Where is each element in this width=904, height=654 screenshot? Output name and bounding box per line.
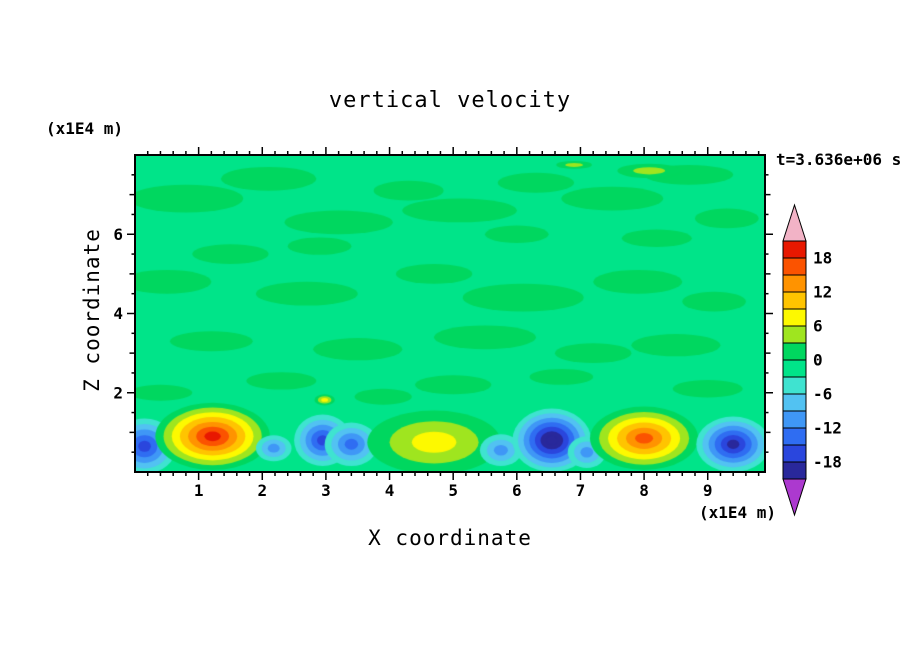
svg-text:7: 7 xyxy=(576,481,586,500)
svg-text:-12: -12 xyxy=(813,419,842,438)
colorbar: 18 12 6 0 -6 -12 -18 xyxy=(782,203,842,517)
svg-text:6: 6 xyxy=(813,317,823,336)
z-tick-labels: 2 4 6 xyxy=(113,225,123,403)
svg-text:9: 9 xyxy=(703,481,713,500)
svg-text:18: 18 xyxy=(813,249,832,268)
x-axis-title: X coordinate xyxy=(368,526,532,550)
plot-title: vertical velocity xyxy=(328,88,572,113)
svg-text:4: 4 xyxy=(385,481,395,500)
svg-text:-18: -18 xyxy=(813,453,842,472)
svg-text:4: 4 xyxy=(113,304,123,323)
svg-text:6: 6 xyxy=(113,225,123,244)
svg-text:1: 1 xyxy=(194,481,204,500)
z-axis-title: Z coordinate xyxy=(80,228,104,392)
x-tick-labels: 1 2 3 4 5 6 7 8 9 xyxy=(194,481,713,500)
time-annotation: t=3.636e+06 s xyxy=(776,150,902,169)
colorbar-over-arrow xyxy=(782,203,807,242)
z-axis-unit-label: (x1E4 m) xyxy=(46,119,124,138)
svg-text:12: 12 xyxy=(813,283,832,302)
x-axis-unit-label: (x1E4 m) xyxy=(698,503,776,522)
svg-text:3: 3 xyxy=(321,481,331,500)
svg-text:8: 8 xyxy=(639,481,649,500)
svg-text:5: 5 xyxy=(448,481,458,500)
colorbar-under-arrow xyxy=(782,478,807,517)
contour-field-canvas xyxy=(135,155,765,472)
svg-text:0: 0 xyxy=(813,351,823,370)
svg-text:2: 2 xyxy=(257,481,267,500)
svg-text:-6: -6 xyxy=(813,385,832,404)
svg-text:6: 6 xyxy=(512,481,522,500)
svg-text:2: 2 xyxy=(113,383,123,402)
